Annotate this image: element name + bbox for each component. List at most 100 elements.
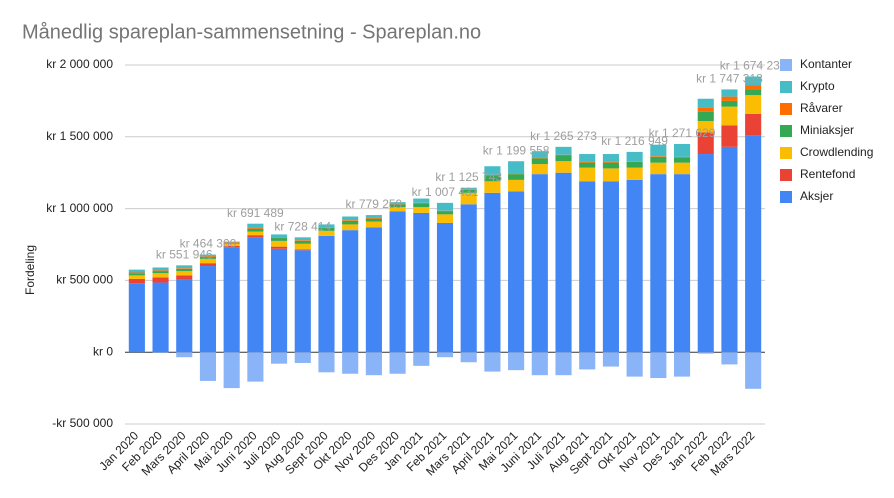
bar-segment bbox=[721, 125, 738, 147]
bar-segment bbox=[460, 204, 477, 353]
bar-segment bbox=[176, 271, 193, 276]
total-label: kr 1 125 743 bbox=[435, 170, 502, 184]
bar-segment bbox=[247, 227, 264, 229]
bar-segment bbox=[389, 211, 406, 353]
bar-segment bbox=[247, 235, 264, 238]
bar-segment bbox=[271, 248, 288, 353]
bar-segment bbox=[721, 100, 738, 107]
bar-segment bbox=[745, 76, 762, 86]
legend-swatch bbox=[780, 59, 792, 71]
bar-segment bbox=[318, 227, 335, 231]
bar-segment bbox=[389, 202, 406, 204]
bar-segment bbox=[555, 146, 572, 155]
bar-segment bbox=[294, 352, 311, 363]
total-label: kr 1 265 273 bbox=[530, 129, 597, 143]
bar-segment bbox=[626, 161, 643, 168]
total-label: kr 551 946 bbox=[156, 247, 213, 261]
bar-segment bbox=[128, 283, 145, 353]
bar-segment bbox=[152, 282, 169, 353]
y-tick-label: kr 500 000 bbox=[56, 273, 113, 287]
chart-title: Månedlig spareplan-sammensetning - Spare… bbox=[22, 21, 481, 43]
bar-segment bbox=[365, 217, 382, 219]
bar-segment bbox=[460, 189, 477, 193]
bar-segment bbox=[650, 352, 667, 379]
bar-segment bbox=[176, 268, 193, 269]
bar-segment bbox=[650, 156, 667, 157]
bar-segment bbox=[602, 352, 619, 367]
total-label: kr 1 271 629 bbox=[649, 126, 716, 140]
bar-segment bbox=[650, 162, 667, 175]
bar-segment bbox=[128, 269, 145, 273]
bar-segment bbox=[673, 143, 691, 157]
bar-segment bbox=[152, 273, 169, 278]
bar-segment bbox=[531, 352, 548, 376]
y-tick-label: -kr 500 000 bbox=[52, 416, 113, 430]
bar-segment bbox=[721, 89, 738, 97]
bar-segment bbox=[745, 113, 762, 136]
bar-segment bbox=[389, 203, 406, 205]
bar-segment bbox=[579, 154, 596, 162]
bar-segment bbox=[484, 174, 501, 176]
bar-segment bbox=[531, 164, 548, 175]
bar-segment bbox=[508, 191, 525, 353]
bar-segment bbox=[436, 210, 454, 212]
bar-segment bbox=[484, 352, 501, 372]
bar-segment bbox=[342, 224, 359, 231]
bar-segment bbox=[389, 204, 406, 208]
bar-segment bbox=[389, 207, 406, 212]
bar-segment bbox=[294, 249, 311, 251]
bar-segment bbox=[223, 245, 240, 248]
bar-segment bbox=[697, 111, 714, 122]
bar-segment bbox=[673, 174, 691, 353]
bar-segment bbox=[602, 168, 619, 182]
bar-segment bbox=[365, 218, 382, 222]
bar-segment bbox=[579, 167, 596, 182]
bar-segment bbox=[484, 181, 501, 193]
bar-segment bbox=[555, 154, 572, 156]
y-tick-label: kr 1 000 000 bbox=[46, 201, 113, 215]
bar-segment bbox=[152, 271, 169, 274]
bar-segment bbox=[673, 157, 691, 163]
bar-segment bbox=[223, 243, 240, 244]
y-axis-label: Fordeling bbox=[23, 245, 37, 295]
bar-segment bbox=[389, 352, 406, 374]
bar-segment bbox=[555, 172, 572, 353]
bar-segment bbox=[271, 237, 288, 239]
legend-swatch bbox=[780, 147, 792, 159]
bar-segment bbox=[697, 154, 714, 353]
bar-segment bbox=[721, 352, 738, 365]
bar-segment bbox=[413, 207, 430, 213]
bar-segment bbox=[128, 278, 145, 284]
total-label: kr 1 199 558 bbox=[483, 143, 550, 157]
bar-segment bbox=[413, 198, 430, 203]
bar-segment bbox=[626, 151, 643, 162]
bar-segment bbox=[247, 231, 264, 236]
bar-segment bbox=[223, 247, 240, 353]
total-label: kr 691 489 bbox=[227, 206, 284, 220]
legend-label: Krypto bbox=[800, 79, 835, 93]
bar-segment bbox=[318, 227, 335, 228]
bar-segment bbox=[602, 161, 619, 163]
bar-segment bbox=[650, 156, 667, 163]
total-label: kr 1 007 431 bbox=[412, 185, 479, 199]
bar-segment bbox=[650, 174, 667, 353]
bar-segment bbox=[721, 96, 738, 101]
bar-segment bbox=[318, 224, 335, 228]
bar-segment bbox=[152, 267, 169, 271]
bar-segment bbox=[176, 352, 193, 358]
bar-segment bbox=[176, 275, 193, 280]
bar-segment bbox=[436, 211, 454, 215]
bar-segment bbox=[650, 144, 667, 157]
legend-swatch bbox=[780, 169, 792, 181]
bar-segment bbox=[697, 107, 714, 112]
legend-label: Kontanter bbox=[800, 57, 852, 71]
bar-segment bbox=[745, 89, 762, 96]
bar-segment bbox=[223, 241, 240, 243]
bar-segment bbox=[460, 352, 477, 363]
bar-segment bbox=[531, 158, 548, 165]
bar-segment bbox=[579, 352, 596, 370]
legend-swatch bbox=[780, 191, 792, 203]
bar-segment bbox=[579, 181, 596, 353]
bar-segment bbox=[199, 256, 217, 259]
bar-segment bbox=[602, 181, 619, 353]
